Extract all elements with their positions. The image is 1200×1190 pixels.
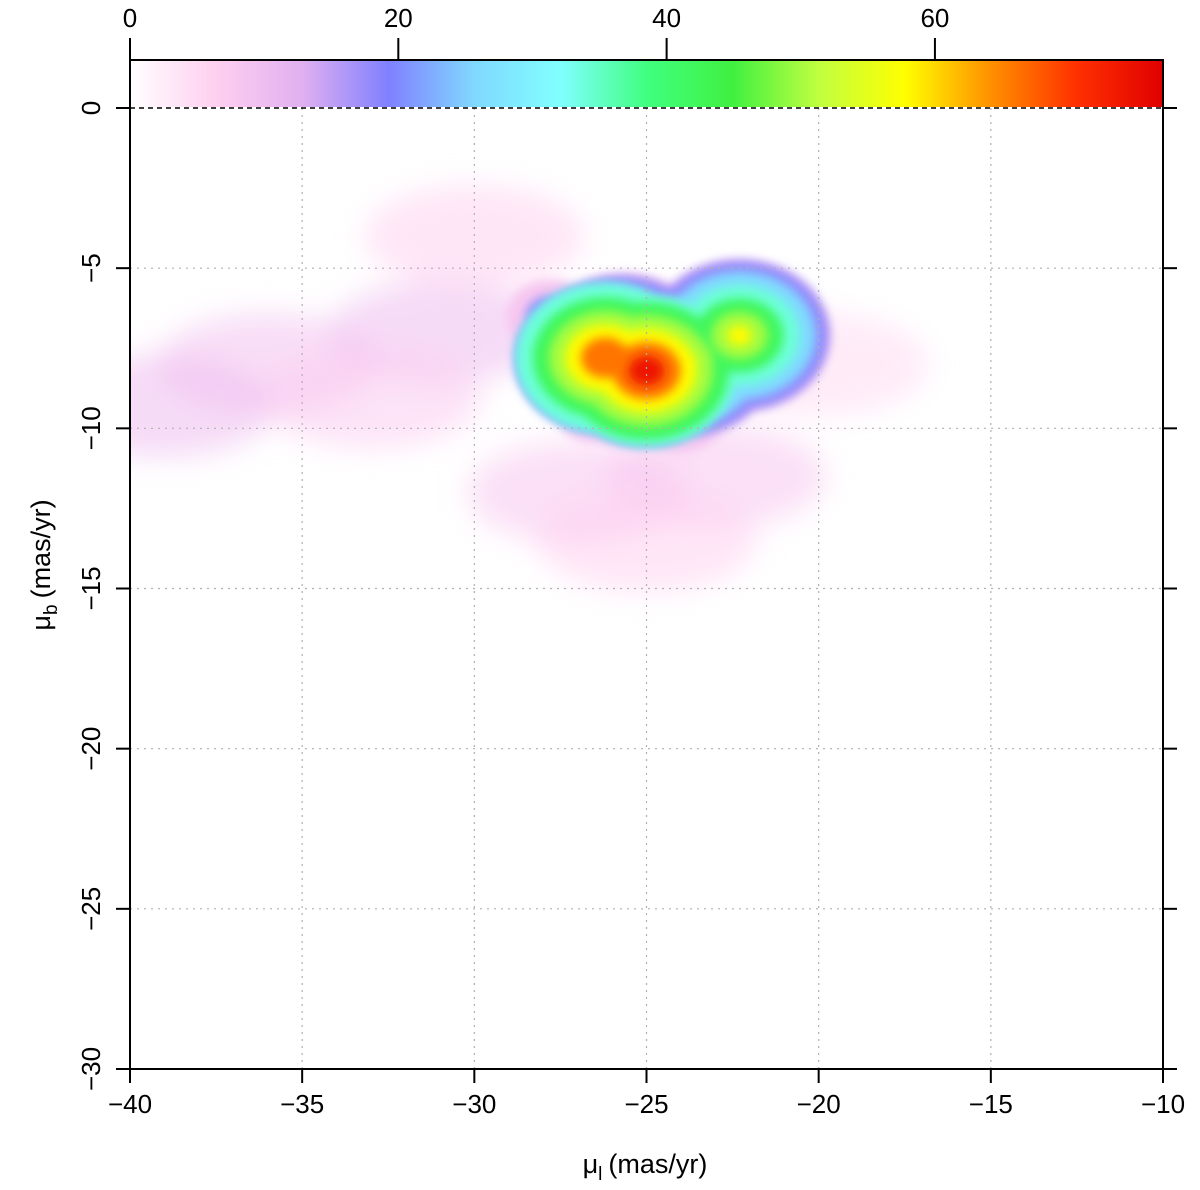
y-tick-label: −15 <box>76 566 106 610</box>
plot-area <box>129 59 1164 1070</box>
x-tick-label: −10 <box>1141 1089 1185 1119</box>
y-tick-label: −10 <box>76 406 106 450</box>
y-tick-label: −5 <box>76 253 106 283</box>
x-axis-title: μl (mas/yr) <box>583 1149 708 1185</box>
x-tick-label: −20 <box>797 1089 841 1119</box>
density-contour-level <box>628 355 665 386</box>
colorbar-tick-label: 0 <box>123 3 137 33</box>
x-axis-symbol: μ <box>583 1149 599 1179</box>
diffuse-density-region <box>260 345 482 448</box>
colorbar-tick-label: 60 <box>920 3 949 33</box>
density-peak <box>727 325 752 346</box>
y-tick-label: 0 <box>76 101 106 115</box>
y-axis-unit: (mas/yr) <box>26 499 56 598</box>
x-tick-label: −30 <box>452 1089 496 1119</box>
y-axis-subscript: b <box>41 604 62 615</box>
colorbar-tick-label: 20 <box>384 3 413 33</box>
density-peak <box>628 355 665 386</box>
diffuse-density-region <box>364 184 585 288</box>
x-tick-label: −35 <box>280 1089 324 1119</box>
x-tick-label: −15 <box>969 1089 1013 1119</box>
diffuse-density-region <box>130 354 275 458</box>
svg-text:μl(mas/yr): μl (mas/yr) <box>583 1149 708 1185</box>
colorbar-tick-label: 40 <box>652 3 681 33</box>
y-tick-label: −20 <box>76 727 106 771</box>
y-axis-symbol: μ <box>26 615 56 631</box>
y-axis-title: μb (mas/yr) <box>26 499 62 630</box>
x-tick-label: −25 <box>624 1089 668 1119</box>
axis-ticks: −40 −35 −30 −25 −20 −15 −10 0 −5 −10 −15 −20 −25 −30 0… <box>76 3 1185 1119</box>
svg-text:μb(mas/yr): μb (mas/yr) <box>26 499 62 630</box>
y-tick-label: −25 <box>76 887 106 931</box>
colorbar <box>130 60 1163 107</box>
density-peak-layer <box>505 260 829 453</box>
x-tick-label: −40 <box>108 1089 152 1119</box>
y-tick-label: −30 <box>76 1047 106 1091</box>
x-axis-unit: (mas/yr) <box>608 1149 707 1179</box>
diffuse-density-region <box>536 489 757 592</box>
x-axis-subscript: l <box>598 1164 602 1185</box>
